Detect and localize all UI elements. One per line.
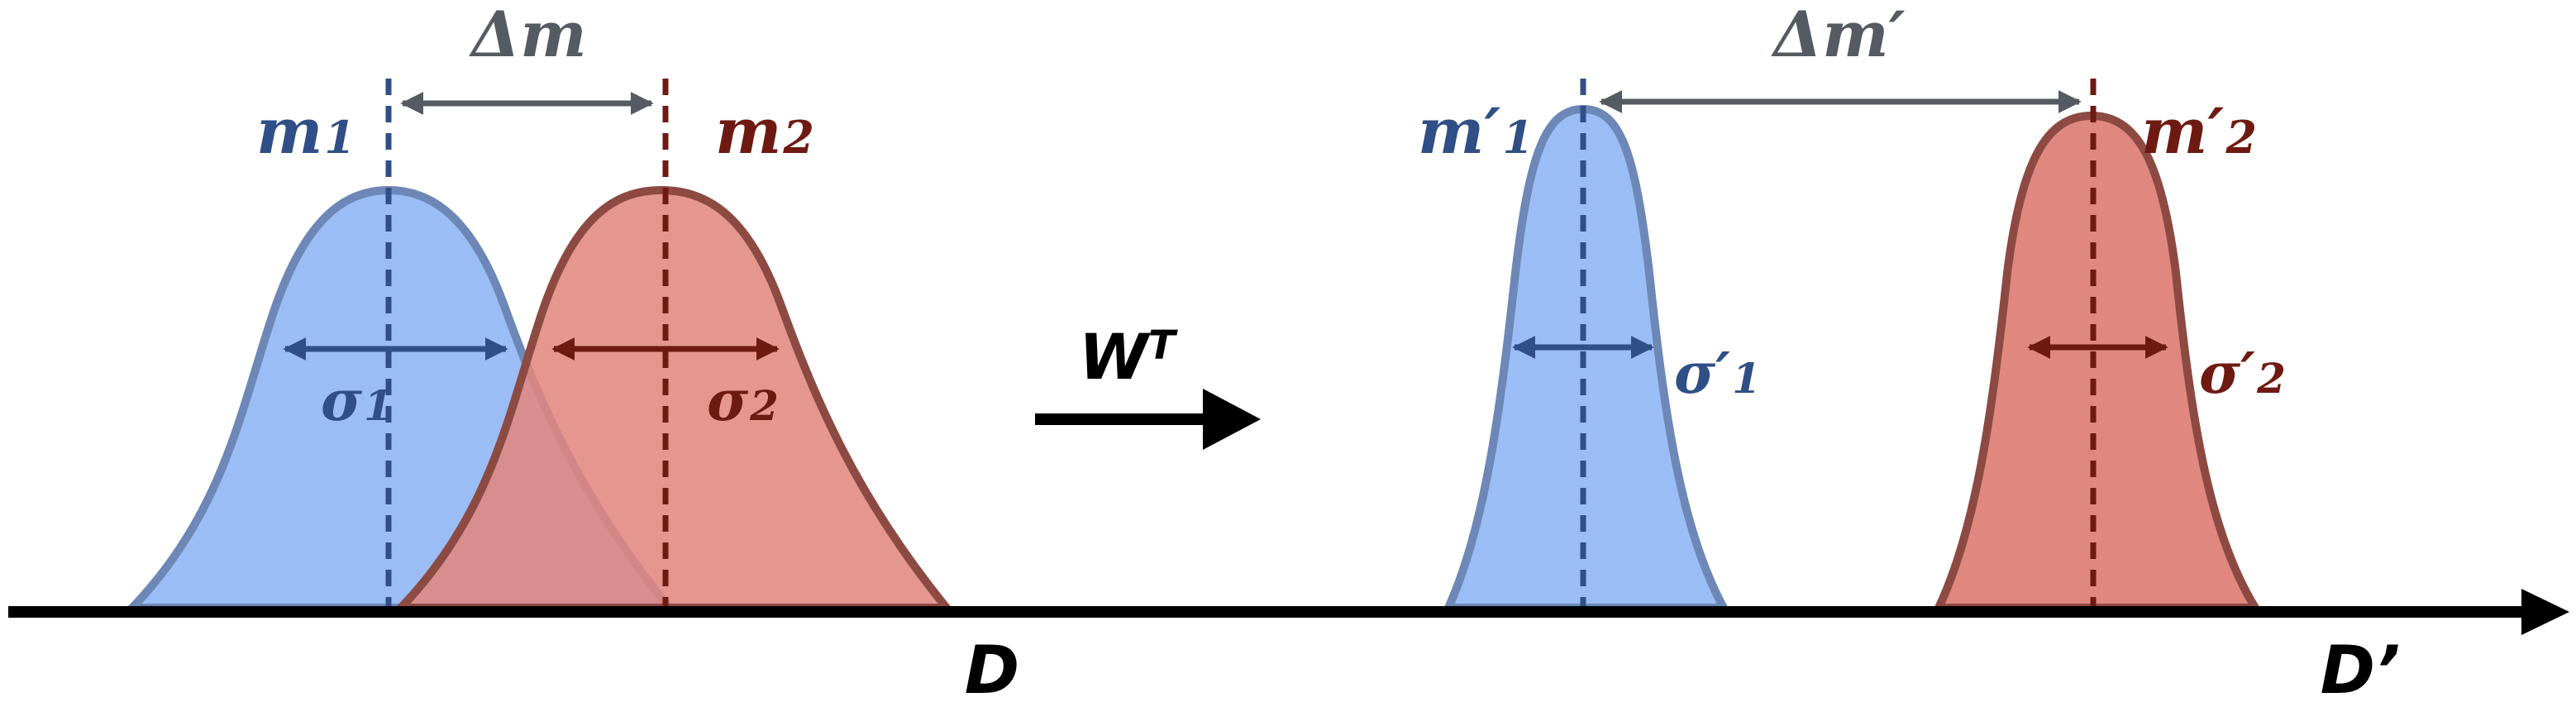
mean2-prime-label: m′2 <box>2141 94 2257 168</box>
sigma2-prime-label: σ′2 <box>2199 341 2286 407</box>
delta-m-label: Δm <box>468 0 586 71</box>
transform-label: WT <box>1079 320 1178 394</box>
mean1-label: m1 <box>256 94 355 168</box>
sigma2-label: σ2 <box>707 368 779 434</box>
mean1-prime-label: m′1 <box>1418 94 1534 168</box>
class2-distribution-left <box>391 185 956 612</box>
axis-label-d-prime: D’ <box>2321 632 2401 707</box>
transform-arrow <box>1035 389 1261 450</box>
delta-m-prime-label: Δm′ <box>1770 0 1905 71</box>
projection-axis <box>8 589 2569 635</box>
sigma1-prime-label: σ′1 <box>1674 341 1761 407</box>
axis-label-d: D <box>965 632 1019 707</box>
mean2-label: m2 <box>715 94 814 168</box>
sigma1-label: σ1 <box>321 368 393 434</box>
